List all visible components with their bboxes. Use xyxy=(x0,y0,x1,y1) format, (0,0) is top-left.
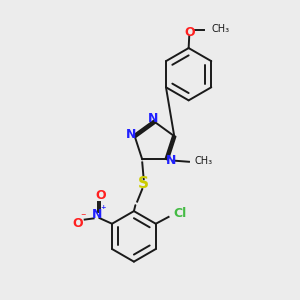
Text: N: N xyxy=(92,208,103,221)
Text: N: N xyxy=(166,154,177,167)
Text: O: O xyxy=(95,189,106,202)
Text: CH₃: CH₃ xyxy=(212,24,230,34)
Text: O: O xyxy=(72,217,83,230)
Text: ⁻: ⁻ xyxy=(81,212,86,222)
Text: N: N xyxy=(126,128,136,141)
Text: O: O xyxy=(185,26,195,39)
Text: CH₃: CH₃ xyxy=(195,156,213,166)
Text: N: N xyxy=(148,112,158,125)
Text: Cl: Cl xyxy=(173,207,186,220)
Text: ⁺: ⁺ xyxy=(100,205,106,215)
Text: S: S xyxy=(138,176,149,191)
